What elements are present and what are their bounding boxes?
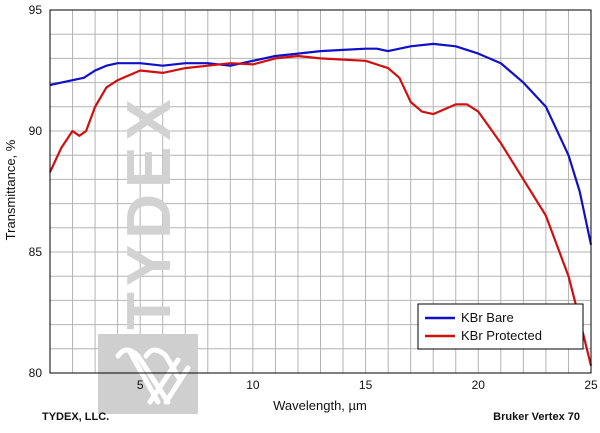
series-line-kbr-bare bbox=[49, 42, 593, 245]
watermark: TYDEX bbox=[98, 93, 198, 414]
y-tick-label: 90 bbox=[29, 124, 43, 138]
footer-instrument: Bruker Vertex 70 bbox=[493, 411, 580, 423]
x-tick-label: 15 bbox=[359, 378, 373, 392]
legend-box bbox=[417, 303, 584, 350]
y-tick-label: 80 bbox=[29, 366, 43, 380]
series-line-kbr-protected bbox=[49, 54, 593, 366]
plot-frame bbox=[49, 9, 592, 374]
y-tick-label: 85 bbox=[29, 245, 43, 259]
footer-company: TYDEX, LLC. bbox=[42, 411, 110, 423]
y-tick-labels: 80 85 90 95 bbox=[29, 3, 43, 380]
x-tick-label: 20 bbox=[472, 378, 486, 392]
legend: KBr Bare KBr Protected bbox=[417, 303, 584, 350]
plot-series bbox=[49, 42, 593, 366]
x-tick-label: 25 bbox=[584, 378, 598, 392]
watermark-logo-mark bbox=[115, 347, 191, 405]
x-axis-label: Wavelength, µm bbox=[273, 398, 367, 413]
y-tick-label: 95 bbox=[29, 3, 43, 17]
x-tick-label: 10 bbox=[246, 378, 260, 392]
watermark-text: TYDEX bbox=[115, 93, 184, 330]
x-tick-labels: 5 10 15 20 25 bbox=[137, 378, 598, 392]
legend-label-kbr-protected: KBr Protected bbox=[461, 328, 542, 343]
x-tick-label: 5 bbox=[137, 378, 144, 392]
legend-label-kbr-bare: KBr Bare bbox=[461, 310, 514, 325]
y-axis-label: Transmittance, % bbox=[3, 139, 18, 240]
